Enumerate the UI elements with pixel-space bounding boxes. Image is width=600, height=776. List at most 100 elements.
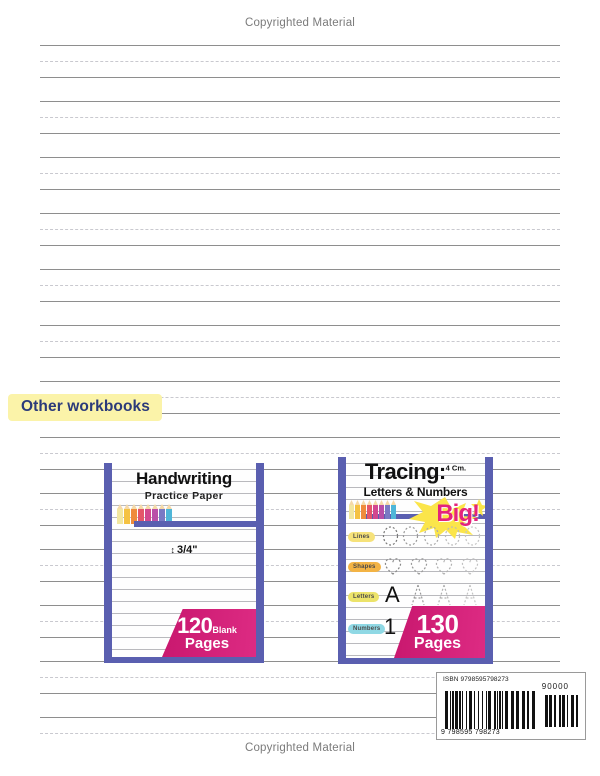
updown-arrow-icon: ↕ xyxy=(170,544,175,555)
heart-trace-glyph xyxy=(436,557,453,575)
row-glyphs-lines xyxy=(380,525,483,547)
book-base-bar xyxy=(338,658,493,664)
cover-rule-line xyxy=(346,475,485,476)
cover-rule-line xyxy=(346,523,485,524)
circle-trace-glyph xyxy=(382,526,398,546)
cover-rule-line xyxy=(112,565,256,566)
rule-line-solid xyxy=(40,133,560,134)
barcode-bar xyxy=(554,695,556,727)
row-label-letters: Letters xyxy=(348,592,380,602)
barcode-bar xyxy=(462,691,463,729)
handwriting-rule-lines xyxy=(40,45,560,735)
barcode-bar xyxy=(511,691,514,729)
letter-a-trace-glyph xyxy=(463,584,477,606)
rule-line-dashed xyxy=(40,173,560,174)
cover-rule-line xyxy=(112,469,256,470)
tracing-title: Tracing:4 Cm. xyxy=(346,459,485,485)
barcode-bar xyxy=(452,691,454,729)
cover-rule-line xyxy=(346,511,485,512)
rule-line-dashed xyxy=(40,397,560,398)
rule-line-dashed xyxy=(40,621,560,622)
cover-rule-line xyxy=(112,529,256,530)
rule-line-solid xyxy=(40,549,560,550)
row-label-shapes: Shapes xyxy=(348,562,381,572)
cover-rule-line xyxy=(112,577,256,578)
letter-a-trace-glyph xyxy=(437,584,451,606)
rule-line-dashed xyxy=(40,565,560,566)
barcode-bar xyxy=(469,691,472,729)
ean13-bars xyxy=(445,691,537,729)
row-glyphs-letters: A xyxy=(380,583,483,607)
rule-line-solid xyxy=(40,189,560,190)
ean13-digits: 9 798595 798273 xyxy=(441,729,500,736)
handwriting-subtitle: Practice Paper xyxy=(144,490,224,502)
book-cover-handwriting[interactable]: Handwriting Practice Paper ↕ 3/4" xyxy=(104,463,264,663)
cover-rule-line xyxy=(112,517,256,518)
cover-rule-line xyxy=(346,571,485,572)
barcode-bar xyxy=(505,691,508,729)
cover-rule-line xyxy=(346,595,485,596)
cover-accent-bar xyxy=(134,521,256,527)
rule-line-dashed xyxy=(40,509,560,510)
barcode-bar xyxy=(486,691,487,729)
isbn-label: ISBN 9798595798273 xyxy=(443,676,509,683)
heart-trace-glyph xyxy=(461,557,479,575)
tracing-title-note: 4 Cm. xyxy=(445,463,467,473)
barcode-bar xyxy=(532,691,535,729)
badge-number: 130 xyxy=(416,609,459,639)
barcode-bar xyxy=(455,691,458,729)
cover-rule-line xyxy=(346,583,485,584)
barcode-bar xyxy=(527,691,529,729)
cover-rule-line xyxy=(112,601,256,602)
book-spine-left xyxy=(338,457,346,664)
circle-trace-glyph xyxy=(403,526,419,546)
badge-line-1: 120Blank xyxy=(162,613,252,639)
circle-trace-glyph xyxy=(444,526,460,546)
barcode-supplement-value: 90000 xyxy=(541,682,569,691)
rule-line-dashed xyxy=(40,453,560,454)
rule-line-solid xyxy=(40,605,560,606)
barcode-bar xyxy=(559,695,561,727)
heart-trace-glyph xyxy=(384,557,402,575)
rule-line-dashed xyxy=(40,285,560,286)
page-count-badge-130: 130 Pages xyxy=(394,606,485,658)
rule-line-solid xyxy=(40,357,560,358)
ean5-supplement-bars xyxy=(545,695,579,727)
cover-rule-line xyxy=(346,463,485,464)
row-glyphs-shapes xyxy=(380,555,483,577)
rule-line-solid xyxy=(40,469,560,470)
barcode-bar xyxy=(450,691,451,729)
badge-line-1: 130 xyxy=(394,609,481,640)
barcode-bar xyxy=(459,691,461,729)
letter-a-solid: A xyxy=(385,582,400,607)
colored-pencils-icon xyxy=(117,504,172,524)
rule-line-solid xyxy=(40,245,560,246)
rule-line-solid xyxy=(40,77,560,78)
book-base-bar xyxy=(104,657,264,663)
rule-line-dashed xyxy=(40,117,560,118)
barcode-bar xyxy=(571,695,574,727)
barcode-bar xyxy=(497,691,498,729)
cover-rule-line xyxy=(112,541,256,542)
barcode-bar xyxy=(445,691,448,729)
barcode-bar xyxy=(502,691,503,729)
copyright-notice-top: Copyrighted Material xyxy=(244,17,356,29)
big-callout: Big! xyxy=(436,500,480,527)
rule-line-solid xyxy=(40,693,560,694)
measure-value: 3/4" xyxy=(176,544,198,556)
rule-line-solid xyxy=(40,157,560,158)
barcode-bar xyxy=(488,691,491,729)
badge-number: 120 xyxy=(177,613,213,638)
barcode-bar xyxy=(545,695,548,727)
barcode-bar xyxy=(494,691,496,729)
rule-line-solid xyxy=(40,493,560,494)
rule-line-solid xyxy=(40,637,560,638)
cover-rule-line xyxy=(346,559,485,560)
cover-rule-line xyxy=(346,499,485,500)
rule-line-solid xyxy=(40,269,560,270)
rule-line-solid xyxy=(40,661,560,662)
barcode-bar xyxy=(478,691,479,729)
barcode-bar xyxy=(562,695,565,727)
book-cover-tracing[interactable]: Tracing:4 Cm. Letters & Numbers xyxy=(338,457,493,664)
cover-rule-line xyxy=(112,481,256,482)
